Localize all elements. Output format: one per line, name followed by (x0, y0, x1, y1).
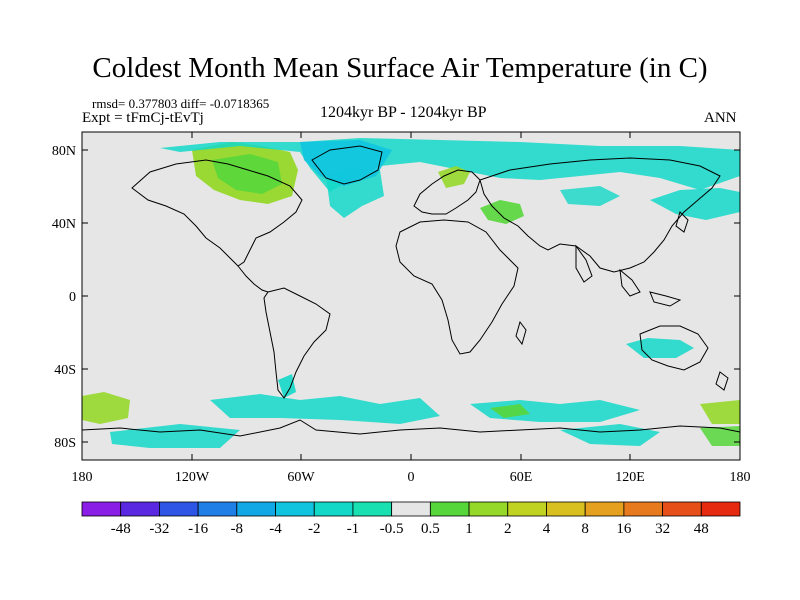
colorbar-label: 0.5 (421, 521, 440, 537)
colorbar-box (662, 501, 702, 517)
colorbar-box (236, 501, 276, 517)
colorbar-box (468, 501, 509, 517)
colorbar-box (623, 501, 663, 517)
tick-marks (82, 132, 740, 460)
anomaly-patch-east-asia (650, 188, 740, 220)
anomaly-patch-southern-ocean-west (82, 392, 130, 424)
colorbar-box (120, 501, 160, 517)
anomaly-fills (82, 138, 740, 448)
anomaly-patch-antarctica-coast (700, 426, 740, 446)
y-tick-label: 80N (52, 144, 76, 159)
colorbar-label: -0.5 (380, 521, 404, 537)
x-tick-label: 180 (730, 470, 751, 485)
coastline-greenland (311, 145, 383, 185)
coastline-central-america (237, 265, 269, 293)
colorbar-label: 16 (616, 521, 632, 537)
map-title: Coldest Month Mean Surface Air Temperatu… (92, 52, 708, 84)
colorbar-boxes (81, 501, 741, 517)
map-panel (81, 131, 741, 461)
experiment-label: Expt = tFmCj-tEvTj (82, 110, 204, 126)
y-tick-label: 40S (54, 363, 76, 378)
anomaly-patch-scandinavia (438, 166, 470, 188)
colorbar-label: -4 (269, 521, 282, 537)
season-label: ANN (704, 110, 737, 126)
colorbar-label: 2 (504, 521, 512, 537)
colorbar-box (584, 501, 625, 517)
colorbar-box (700, 501, 741, 517)
colorbar-labels: -48 -32 -16 -8 -4 -2 -1 -0.5 0.5 1 2 4 8 16 32 48 (111, 521, 709, 537)
colorbar-box (429, 501, 470, 517)
colorbar-box (546, 501, 586, 517)
colorbar-box (507, 501, 547, 517)
colorbar-label: -16 (188, 521, 208, 537)
x-tick-label: 60W (287, 470, 315, 485)
y-tick-label: 80S (54, 436, 76, 451)
coastline-india (575, 244, 593, 283)
rmsd-diff-stats: rmsd= 0.377803 diff= -0.0718365 (92, 96, 270, 111)
colorbar-label: 1 (465, 521, 473, 537)
anomaly-patch-ross-sea (700, 400, 740, 424)
coastline-africa (395, 219, 519, 355)
coastline-australia (639, 325, 709, 371)
colorbar: -48 -32 -16 -8 -4 -2 -1 -0.5 0.5 1 2 4 8 16 32 48 (81, 501, 741, 537)
y-axis-labels: 80N 40N 0 40S 80S (52, 144, 76, 451)
x-tick-label: 180 (72, 470, 93, 485)
coastline-new-zealand (715, 371, 729, 391)
colorbar-box (159, 501, 199, 517)
coastline-europe (413, 169, 481, 215)
anomaly-patch-weddell (490, 404, 530, 418)
anomaly-patch-southern-ocean-mid (210, 394, 440, 424)
colorbar-label: -32 (149, 521, 169, 537)
coastline-antarctica (81, 419, 741, 437)
coastline-asia (479, 157, 721, 273)
x-axis-labels: 180 120W 60W 0 60E 120E 180 (72, 470, 751, 485)
x-tick-label: 120W (175, 470, 210, 485)
time-period-label: 1204kyr BP - 1204kyr BP (320, 104, 487, 121)
coastline-southeast-asia (619, 268, 682, 307)
colorbar-label: -2 (308, 521, 321, 537)
colorbar-label: 8 (581, 521, 589, 537)
x-tick-label: 60E (510, 470, 533, 485)
colorbar-label: -8 (231, 521, 244, 537)
anomaly-patch-eurasia (480, 200, 524, 224)
coastline-madagascar (515, 320, 527, 346)
colorbar-box (391, 501, 431, 517)
y-tick-label: 40N (52, 217, 76, 232)
anomaly-patch-australia (626, 338, 694, 358)
colorbar-box (313, 501, 354, 517)
colorbar-box (275, 501, 315, 517)
colorbar-label: 48 (694, 521, 709, 537)
coastlines (81, 145, 741, 437)
coastline-north-america (131, 159, 303, 267)
x-tick-label: 0 (408, 470, 415, 485)
colorbar-label: 32 (655, 521, 670, 537)
anomaly-patch-patagonia (278, 374, 296, 398)
colorbar-label: -1 (347, 521, 360, 537)
x-tick-label: 120E (615, 470, 645, 485)
coastline-japan (675, 211, 689, 233)
colorbar-label: 4 (543, 521, 551, 537)
anomaly-patch-antarctica-east (560, 424, 660, 446)
colorbar-box (81, 501, 122, 517)
colorbar-label: -48 (111, 521, 131, 537)
colorbar-box (352, 501, 393, 517)
anomaly-patch-central-asia (560, 186, 620, 206)
colorbar-box (197, 501, 238, 517)
y-tick-label: 0 (69, 290, 76, 305)
coastline-south-america (263, 287, 331, 399)
